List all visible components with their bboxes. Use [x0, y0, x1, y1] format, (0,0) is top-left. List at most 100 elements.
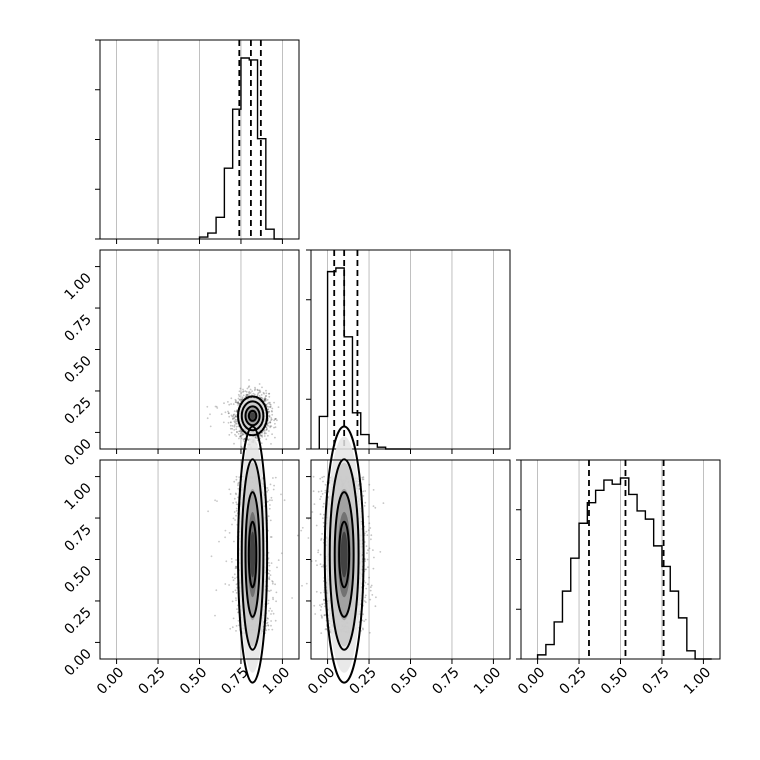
sample-point [216, 407, 219, 409]
sample-point [321, 603, 324, 606]
sample-point [235, 435, 238, 437]
sample-point [269, 401, 271, 404]
histogram-line-2 [536, 477, 712, 660]
sample-point [275, 600, 277, 603]
sample-point [235, 422, 237, 425]
sample-point [235, 425, 238, 428]
sample-point [240, 437, 243, 440]
sample-point [269, 403, 271, 405]
sample-point [259, 396, 262, 399]
sample-point [362, 628, 364, 631]
sample-point [263, 432, 266, 435]
sample-point [235, 410, 238, 413]
sample-point [239, 435, 242, 438]
sample-point [231, 427, 234, 430]
sample-point [267, 500, 269, 503]
sample-point [254, 436, 257, 438]
sample-point [367, 583, 369, 586]
sample-point [235, 399, 237, 402]
sample-point [227, 412, 230, 415]
sample-point [229, 493, 232, 495]
sample-point [320, 632, 323, 634]
sample-point [271, 582, 274, 585]
sample-point [312, 490, 315, 493]
sample-point [364, 501, 367, 504]
sample-point [237, 481, 240, 484]
sample-point [301, 584, 303, 587]
sample-point [231, 415, 234, 418]
sample-point [268, 410, 270, 413]
sample-point [317, 551, 319, 554]
sample-point [274, 422, 276, 425]
sample-point [264, 395, 267, 398]
sample-point [269, 404, 272, 406]
sample-point [364, 581, 367, 584]
sample-point [236, 608, 238, 610]
y-tick-label-1-2: 0.50 [61, 353, 94, 386]
sample-point [369, 598, 372, 601]
sample-point [265, 389, 267, 392]
sample-point [268, 610, 270, 612]
sample-point [218, 540, 220, 543]
sample-point [321, 493, 324, 495]
sample-point [263, 431, 266, 434]
sample-point [319, 563, 322, 565]
sample-point [323, 598, 326, 601]
sample-point [238, 430, 241, 432]
sample-point [233, 540, 235, 543]
sample-point [263, 392, 265, 395]
sample-point [268, 590, 271, 592]
sample-point [231, 523, 233, 526]
y-tick-label-2-2: 0.50 [61, 563, 94, 596]
sample-point [256, 437, 258, 439]
sample-point [258, 391, 261, 394]
sample-point [362, 613, 364, 616]
sample-point [266, 487, 269, 489]
x-tick-label-1-3: 0.75 [429, 665, 462, 698]
sample-point [300, 529, 303, 532]
sample-point [264, 430, 266, 432]
sample-point [249, 388, 252, 391]
sample-point [234, 519, 237, 521]
x-tick-label-2-4: 1.00 [681, 665, 714, 698]
x-tick-label-0-1: 0.25 [136, 665, 169, 698]
sample-point [324, 483, 327, 486]
sample-point [271, 413, 274, 416]
sample-point [235, 503, 238, 506]
sample-point [267, 628, 270, 631]
sample-point [268, 406, 271, 408]
sample-point [223, 402, 225, 405]
sample-point [232, 517, 235, 520]
sample-point [242, 388, 244, 391]
sample-point [268, 430, 270, 432]
sample-point [230, 397, 233, 400]
sample-point [301, 526, 304, 529]
sample-point [325, 627, 328, 630]
sample-point [266, 621, 269, 624]
sample-point [313, 503, 316, 505]
sample-point [268, 392, 270, 395]
sample-point [235, 428, 238, 431]
sample-point [253, 393, 256, 396]
sample-point [258, 389, 261, 392]
sample-point [232, 591, 235, 593]
sample-point [233, 573, 236, 576]
sample-point [283, 499, 286, 502]
sample-point [363, 600, 366, 602]
sample-point [267, 408, 269, 411]
sample-point [259, 389, 261, 392]
sample-point [311, 511, 314, 513]
sample-point [214, 499, 217, 502]
sample-point [265, 392, 268, 395]
sample-point [265, 426, 268, 429]
sample-point [257, 392, 260, 395]
sample-point [242, 433, 245, 436]
sample-point [209, 413, 211, 416]
sample-point [267, 599, 270, 602]
x-tick-label-2-1: 0.25 [557, 665, 590, 698]
sample-point [270, 562, 273, 564]
x-tick-label-0-2: 0.50 [177, 665, 210, 698]
sample-point [261, 397, 263, 400]
sample-point [237, 402, 240, 404]
sample-point [266, 402, 269, 405]
